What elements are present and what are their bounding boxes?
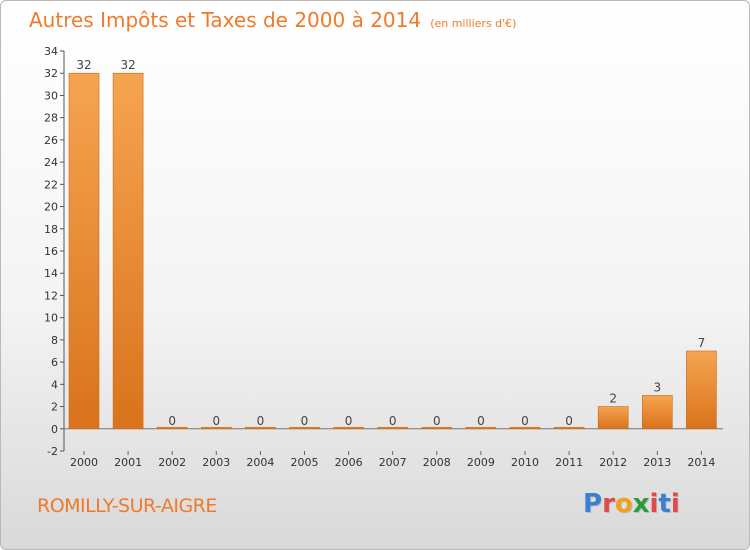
y-tick-label: 8 xyxy=(51,334,58,347)
bar xyxy=(333,426,364,430)
data-label: 7 xyxy=(698,336,706,350)
x-axis-labels: 2000 2001 2002 2003 2004 2005 2006 2007 2008 2009… xyxy=(70,451,715,469)
chart-bars xyxy=(68,72,717,430)
bar xyxy=(289,426,320,430)
y-tick-label: 32 xyxy=(44,67,58,80)
logo-letter: i xyxy=(670,489,680,519)
y-tick-label: 30 xyxy=(44,89,58,102)
data-label: 0 xyxy=(257,414,265,428)
y-tick-label: 24 xyxy=(44,156,58,169)
bar xyxy=(201,426,232,430)
logo-letter: r xyxy=(602,489,615,519)
bar xyxy=(377,426,409,430)
data-label: 32 xyxy=(76,58,91,72)
bar xyxy=(156,426,188,430)
y-tick-label: 20 xyxy=(44,201,58,214)
data-label: 2 xyxy=(609,392,617,406)
y-tick-label: 4 xyxy=(51,378,58,391)
data-label: 0 xyxy=(565,414,573,428)
chart-subtitle: (en milliers d'€) xyxy=(430,17,517,30)
data-label: 0 xyxy=(433,414,441,428)
commune-name: ROMILLY-SUR-AIGRE xyxy=(37,495,217,517)
y-tick-label: 6 xyxy=(51,356,58,369)
y-tick-label: 28 xyxy=(44,112,58,125)
y-tick-label: 16 xyxy=(44,245,58,258)
x-tick-label: 2010 xyxy=(511,456,539,469)
data-label: 0 xyxy=(212,414,220,428)
x-tick-label: 2012 xyxy=(599,456,627,469)
data-label: 0 xyxy=(168,414,176,428)
x-tick-label: 2013 xyxy=(643,456,671,469)
x-tick-label: 2006 xyxy=(335,456,363,469)
bar xyxy=(465,426,497,430)
y-tick-label: 22 xyxy=(44,178,58,191)
x-tick-label: 2008 xyxy=(423,456,451,469)
bar xyxy=(68,72,100,430)
y-tick-label: 0 xyxy=(51,423,58,436)
bar xyxy=(553,426,585,430)
x-tick-label: 2003 xyxy=(202,456,230,469)
data-label: 32 xyxy=(120,58,135,72)
x-tick-label: 2011 xyxy=(555,456,583,469)
proxiti-logo[interactable]: Proxiti xyxy=(583,489,680,519)
bar xyxy=(112,72,144,430)
y-tick-label: 34 xyxy=(44,45,58,58)
logo-letter: o xyxy=(614,489,633,519)
x-tick-label: 2000 xyxy=(70,456,98,469)
data-label: 0 xyxy=(477,414,485,428)
x-tick-label: 2007 xyxy=(379,456,407,469)
chart-title: Autres Impôts et Taxes de 2000 à 2014 xyxy=(29,8,422,32)
x-tick-label: 2004 xyxy=(246,456,274,469)
logo-letter: i xyxy=(649,489,659,519)
bar xyxy=(686,350,717,430)
data-label: 0 xyxy=(389,414,397,428)
logo-letter: P xyxy=(583,489,603,519)
bar xyxy=(597,406,629,430)
y-tick-label: 26 xyxy=(44,134,58,147)
y-tick-label: 14 xyxy=(44,267,58,280)
y-tick-label: 10 xyxy=(44,312,58,325)
title-block: Autres Impôts et Taxes de 2000 à 2014 (e… xyxy=(29,8,516,32)
logo-letter: x xyxy=(632,489,650,519)
x-tick-label: 2001 xyxy=(114,456,142,469)
data-labels: 32 32 0 0 0 0 0 0 0 0 0 0 2 3 7 xyxy=(76,58,705,428)
logo-letter: t xyxy=(658,489,671,519)
y-tick-label: 2 xyxy=(51,401,58,414)
x-tick-label: 2014 xyxy=(687,456,715,469)
bar xyxy=(509,426,541,430)
y-tick-label: -2 xyxy=(47,445,58,458)
data-label: 0 xyxy=(301,414,309,428)
data-label: 3 xyxy=(653,380,661,394)
y-tick-label: 12 xyxy=(44,289,58,302)
bar xyxy=(421,426,453,430)
data-label: 0 xyxy=(345,414,353,428)
x-tick-label: 2009 xyxy=(467,456,495,469)
bar xyxy=(245,426,276,430)
bar xyxy=(641,395,673,430)
data-label: 0 xyxy=(521,414,529,428)
x-tick-label: 2005 xyxy=(291,456,319,469)
x-tick-label: 2002 xyxy=(158,456,186,469)
y-tick-label: 18 xyxy=(44,223,58,236)
